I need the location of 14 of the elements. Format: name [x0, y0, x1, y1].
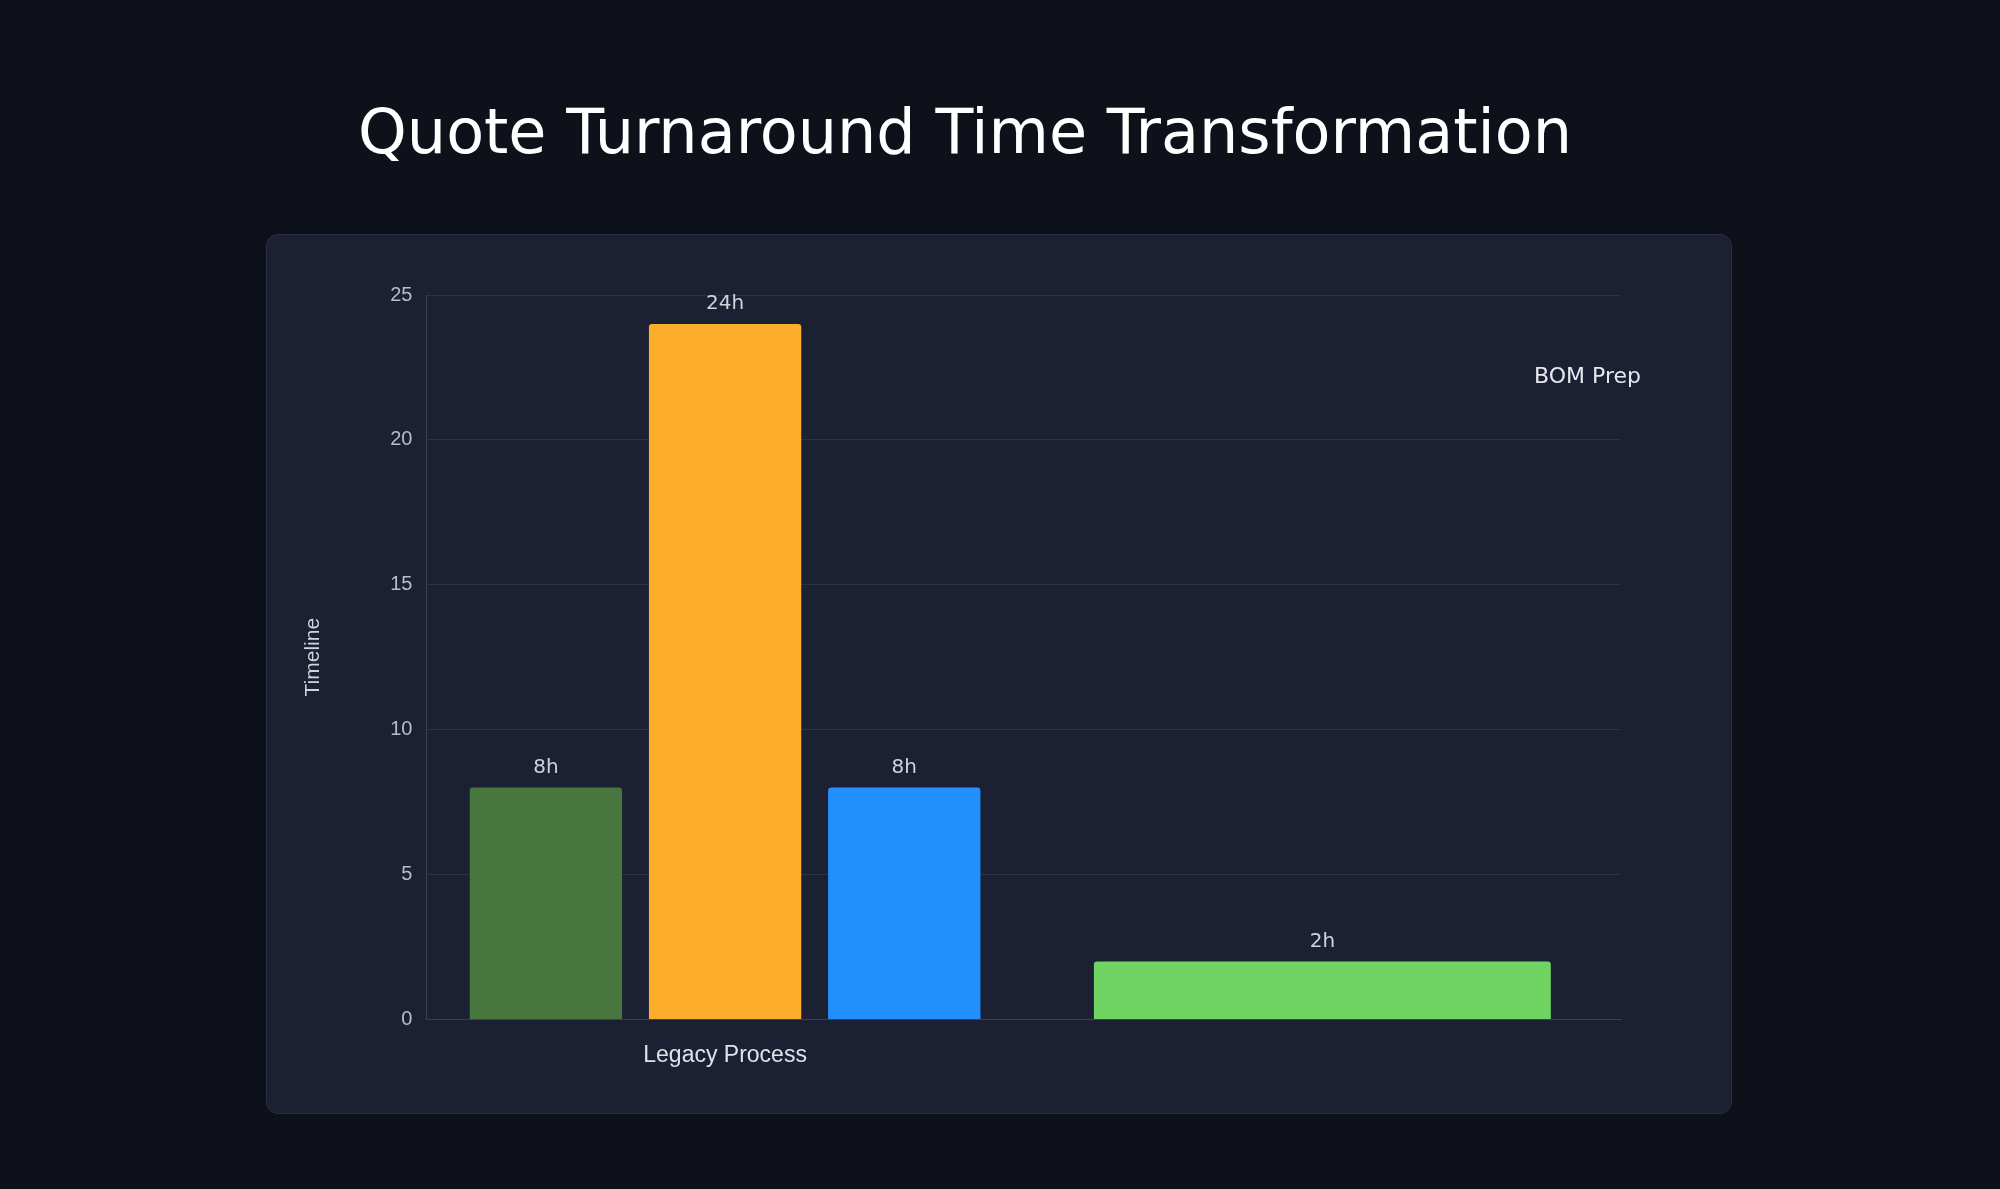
y-axis-title: Timeline [300, 617, 324, 697]
y-tick-label: 15 [390, 572, 413, 595]
y-tick-label: 5 [401, 862, 413, 885]
data-label: 8h [533, 753, 559, 778]
y-tick-label: 20 [390, 427, 413, 450]
data-label: 2h [1309, 927, 1336, 952]
y-tick-label: 0 [401, 1006, 413, 1029]
data-label: 24h [706, 290, 745, 315]
chart-title: Quote Turnaround Time Transformation [357, 95, 1573, 168]
y-tick-label: 10 [390, 717, 413, 740]
x-tick-label: Legacy Process [643, 1040, 807, 1067]
data-label: 8h [891, 753, 917, 778]
annotation: BOM Prep [1534, 363, 1641, 388]
y-tick-label: 25 [390, 282, 413, 305]
